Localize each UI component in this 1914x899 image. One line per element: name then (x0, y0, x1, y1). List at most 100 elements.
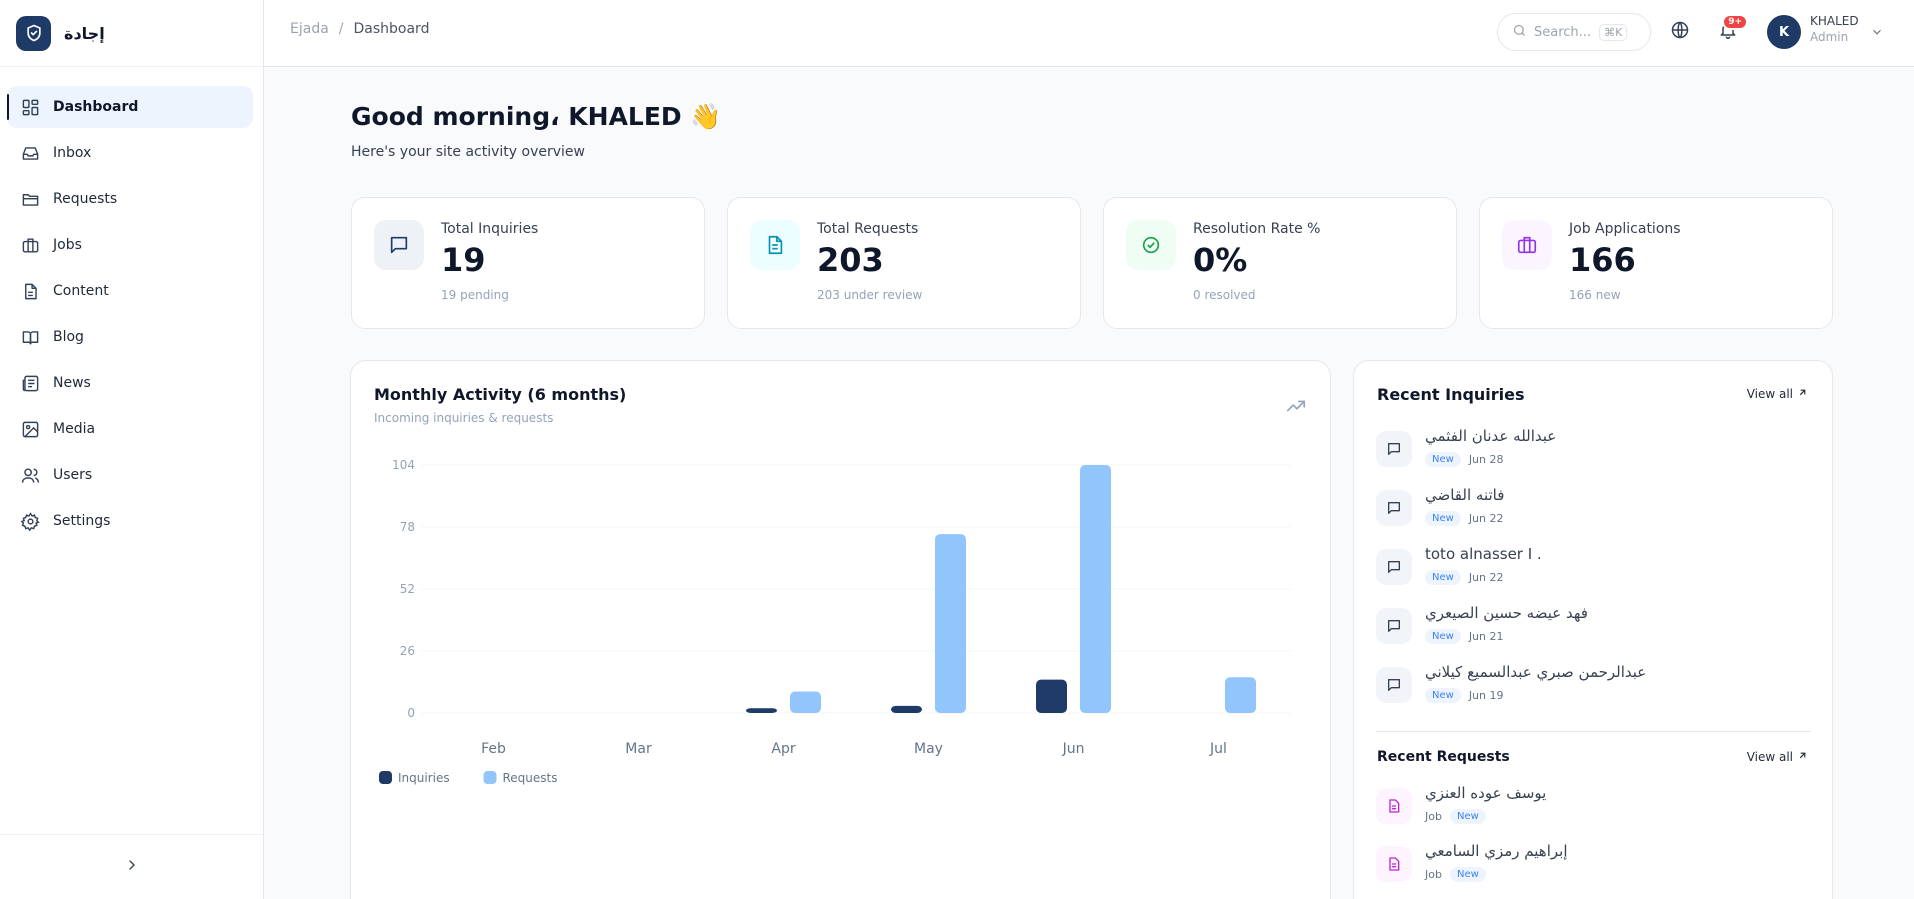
sidebar-item-label: Dashboard (53, 99, 139, 115)
notifications-button[interactable]: 9+ (1716, 14, 1748, 44)
chevron-down-icon[interactable] (1870, 24, 1884, 43)
trending-up-icon (1285, 395, 1307, 421)
item-meta: Job New (1425, 809, 1486, 824)
avatar[interactable]: K (1767, 15, 1801, 49)
stat-sub: 203 under review (817, 288, 923, 302)
sidebar-item-label: News (53, 375, 91, 391)
breadcrumb-current: Dashboard (353, 21, 430, 37)
y-tick-label: 0 (407, 706, 415, 720)
brand[interactable]: إجادة (0, 0, 263, 67)
sidebar-item-label: Jobs (53, 237, 82, 253)
stat-card-job-applications[interactable]: Job Applications 166 166 new (1479, 197, 1833, 329)
list-item[interactable]: فاتنه القاضي New Jun 22 (1376, 486, 1806, 534)
view-all-inquiries-link[interactable]: View all (1747, 387, 1808, 401)
legend-label: Inquiries (398, 771, 450, 785)
item-date: Jun 28 (1468, 453, 1504, 466)
sidebar-item-content[interactable]: Content (7, 270, 253, 312)
item-meta: New Jun 19 (1425, 688, 1504, 703)
sidebar-item-label: Blog (53, 329, 84, 345)
y-tick-label: 104 (392, 458, 415, 472)
view-all-label: View all (1746, 750, 1793, 764)
item-date: Jun 22 (1468, 571, 1504, 584)
bar-inquiries (1036, 679, 1067, 713)
y-tick-label: 52 (400, 582, 415, 596)
sidebar-item-news[interactable]: News (7, 362, 253, 404)
breadcrumb-root[interactable]: Ejada (290, 21, 329, 37)
shield-logo-icon (16, 15, 51, 51)
sidebar-nav: Dashboard Inbox Requests Jobs Content Bl… (0, 67, 263, 542)
stat-sub: 0 resolved (1193, 288, 1256, 302)
status-badge: New (1425, 452, 1461, 467)
user-role: Admin (1810, 30, 1849, 44)
image-icon (20, 419, 40, 439)
item-name: toto alnasser I . (1425, 545, 1542, 563)
monthly-activity-card: Monthly Activity (6 months) Incoming inq… (350, 360, 1331, 899)
item-type: Job (1425, 868, 1442, 881)
breadcrumb-separator: / (338, 21, 344, 37)
stat-card-inquiries[interactable]: Total Inquiries 19 19 pending (351, 197, 705, 329)
list-item[interactable]: فهد عيضه حسين الصيعري New Jun 21 (1376, 604, 1806, 652)
sidebar-item-users[interactable]: Users (7, 454, 253, 496)
sidebar-item-label: Requests (53, 191, 118, 207)
view-all-requests-link[interactable]: View all (1747, 750, 1808, 764)
inbox-icon (20, 143, 40, 163)
stat-value: 0% (1193, 241, 1248, 279)
stat-label: Total Inquiries (441, 221, 539, 237)
language-button[interactable] (1668, 20, 1692, 44)
sidebar-item-media[interactable]: Media (7, 408, 253, 450)
message-icon (1376, 431, 1412, 467)
sidebar-item-settings[interactable]: Settings (7, 500, 253, 542)
folder-icon (20, 189, 40, 209)
status-badge: New (1425, 570, 1461, 585)
message-icon (1376, 667, 1412, 703)
dashboard-icon (20, 97, 40, 117)
item-meta: New Jun 28 (1425, 452, 1504, 467)
file-text-icon (750, 220, 800, 270)
gear-icon (20, 511, 40, 531)
file-text-icon (1376, 788, 1412, 824)
bar-requests (790, 691, 821, 713)
legend-label: Requests (503, 771, 558, 785)
x-tick-label: Jul (1209, 741, 1227, 757)
stat-card-resolution[interactable]: Resolution Rate % 0% 0 resolved (1103, 197, 1457, 329)
status-badge: New (1449, 809, 1486, 824)
recent-inquiries-title: Recent Inquiries (1377, 385, 1525, 404)
sidebar-item-label: Settings (53, 513, 111, 529)
search-placeholder: Search... (1534, 24, 1592, 40)
user-name: KHALED (1810, 14, 1859, 28)
item-name: إبراهيم رمزي السامعي (1425, 842, 1568, 860)
divider (1376, 731, 1811, 732)
sidebar-item-blog[interactable]: Blog (7, 316, 253, 358)
sidebar: إجادة Dashboard Inbox Requests Jobs Cont… (0, 0, 264, 899)
arrow-up-right-icon (1797, 750, 1808, 764)
file-text-icon (1376, 846, 1412, 882)
list-item[interactable]: عبدالله عدنان الفثمي New Jun 28 (1376, 427, 1806, 475)
briefcase-icon (1502, 220, 1552, 270)
stat-label: Total Requests (817, 221, 919, 237)
stat-card-requests[interactable]: Total Requests 203 203 under review (727, 197, 1081, 329)
sidebar-item-requests[interactable]: Requests (7, 178, 253, 220)
item-meta: New Jun 22 (1425, 570, 1504, 585)
sidebar-item-dashboard[interactable]: Dashboard (7, 86, 253, 128)
topbar: Ejada / Dashboard Search... ⌘K 9+ K KHAL… (264, 0, 1914, 67)
chart-title: Monthly Activity (6 months) (374, 385, 627, 404)
item-date: Jun 19 (1468, 689, 1504, 702)
list-item[interactable]: يوسف عوده العنزي Job New (1376, 784, 1806, 832)
bar-requests (935, 534, 966, 713)
item-name: فهد عيضه حسين الصيعري (1425, 604, 1588, 622)
list-item[interactable]: إبراهيم رمزي السامعي Job New (1376, 842, 1806, 890)
search-input[interactable]: Search... ⌘K (1497, 13, 1651, 51)
sidebar-item-inbox[interactable]: Inbox (7, 132, 253, 174)
legend-swatch (379, 771, 392, 784)
sidebar-item-label: Media (53, 421, 96, 437)
item-meta: New Jun 21 (1425, 629, 1504, 644)
sidebar-collapse-button[interactable] (0, 834, 263, 899)
bar-chart: 0 26 52 78 104 Feb Mar Apr May Jun Jul Inquiries Req… (379, 458, 1291, 785)
sidebar-item-jobs[interactable]: Jobs (7, 224, 253, 266)
x-tick-label: Jun (1062, 741, 1085, 757)
item-meta: New Jun 22 (1425, 511, 1504, 526)
list-item[interactable]: عبدالرحمن صبري عبدالسميع كيلاني New Jun 1… (1376, 663, 1806, 711)
list-item[interactable]: toto alnasser I . New Jun 22 (1376, 545, 1806, 593)
user-menu[interactable]: KHALED Admin (1810, 13, 1859, 45)
document-icon (20, 281, 40, 301)
